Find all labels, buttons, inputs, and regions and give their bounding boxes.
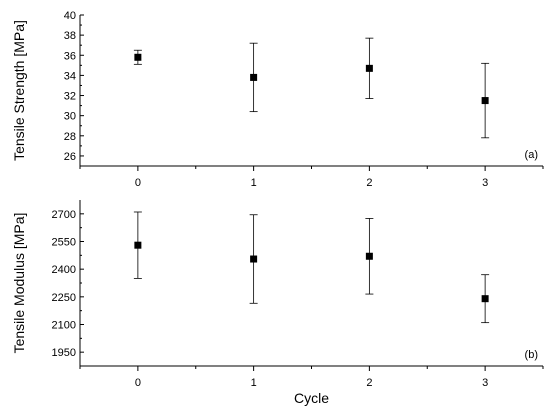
y-tick-label: 2100	[52, 320, 76, 332]
y-axis-title: Tensile Strength [MPa]	[11, 20, 27, 161]
x-tick-label: 0	[135, 177, 141, 189]
y-tick-label: 26	[64, 151, 76, 163]
x-axis-title: Cycle	[294, 390, 329, 406]
x-tick-label: 2	[366, 377, 372, 389]
x-tick-label: 1	[251, 177, 257, 189]
y-tick-label: 2550	[52, 237, 76, 249]
y-tick-label: 2700	[52, 209, 76, 221]
data-point	[250, 73, 258, 81]
y-tick-label: 36	[64, 50, 76, 62]
x-tick-label: 2	[366, 177, 372, 189]
panel-label: (b)	[525, 349, 538, 361]
y-tick-label: 2250	[52, 292, 76, 304]
data-point	[250, 255, 258, 263]
data-point	[365, 64, 373, 72]
y-tick-label: 28	[64, 131, 76, 143]
data-point	[481, 97, 489, 105]
y-tick-label: 32	[64, 91, 76, 103]
data-point	[134, 53, 142, 61]
data-point	[481, 295, 489, 303]
y-tick-label: 1950	[52, 347, 76, 359]
y-tick-label: 38	[64, 30, 76, 42]
panel-a-tensile-strength: 26 28 30 32 34 36 38 40 0 1 2 3 (a) Tensile Strength …	[11, 10, 544, 189]
panel-b-tensile-modulus: 1950 2100 2250 2400 2550 2700 0 1 2 3 (b) Tensile M…	[11, 200, 544, 406]
panel-label: (a)	[525, 149, 538, 161]
x-tick-label: 3	[482, 377, 488, 389]
y-tick-label: 34	[64, 70, 76, 82]
y-tick-label: 30	[64, 111, 76, 123]
y-tick-label: 40	[64, 10, 76, 22]
y-axis-title: Tensile Modulus [MPa]	[11, 213, 27, 354]
x-tick-label: 3	[482, 177, 488, 189]
x-tick-label: 0	[135, 377, 141, 389]
data-point	[365, 252, 373, 260]
x-tick-label: 1	[251, 377, 257, 389]
y-tick-label: 2400	[52, 264, 76, 276]
data-point	[134, 241, 142, 249]
